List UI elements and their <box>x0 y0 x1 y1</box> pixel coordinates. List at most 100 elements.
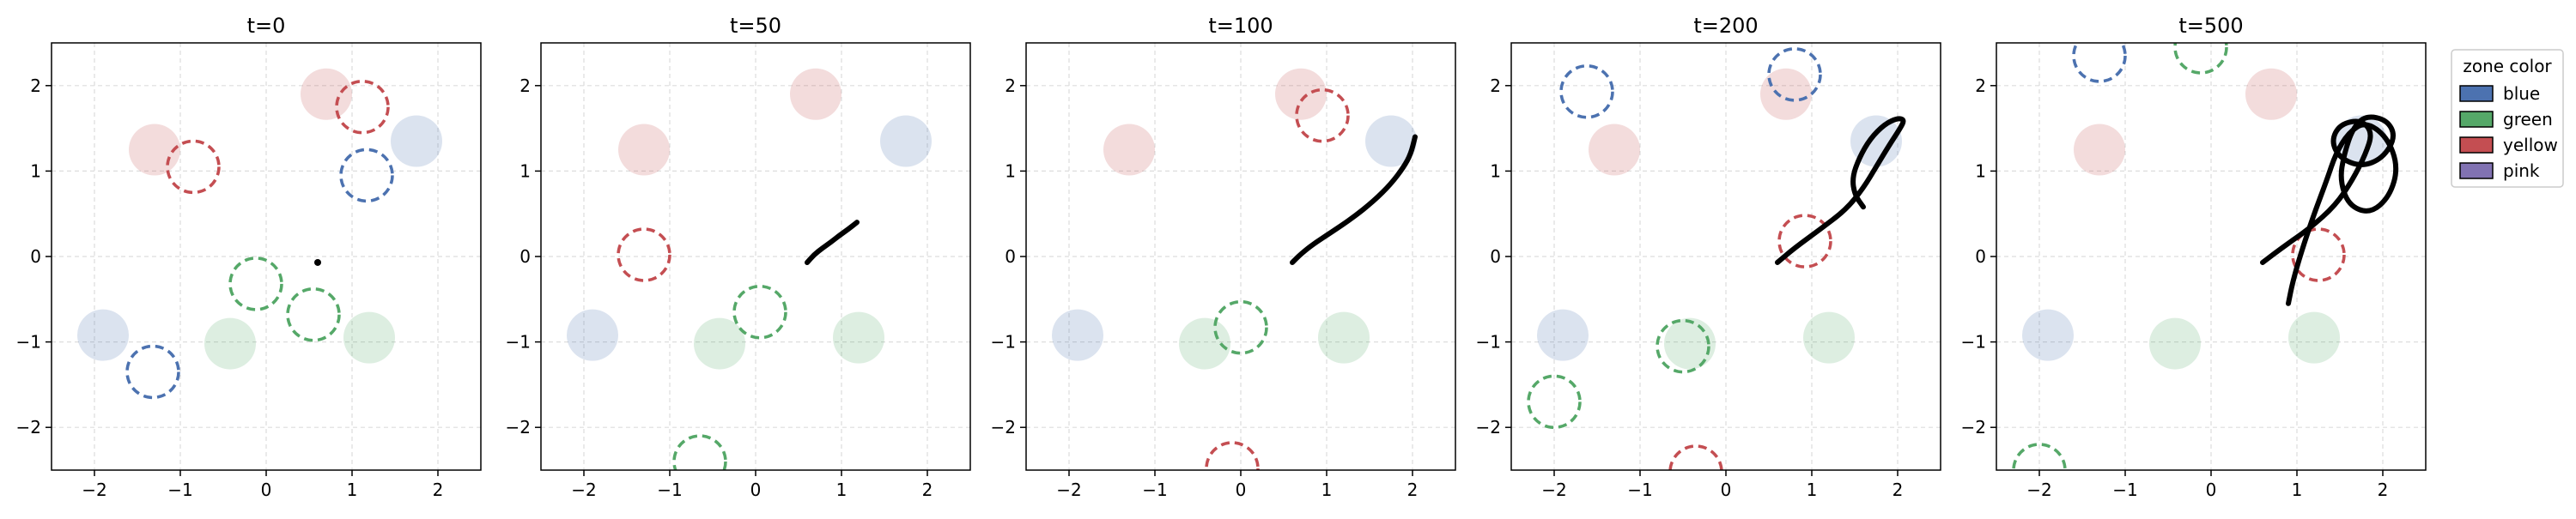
fixed-zone-blue <box>880 115 932 167</box>
fixed-zone-green <box>694 317 745 370</box>
y-tick-label: −2 <box>1476 417 1501 438</box>
panel-0: −2 −1 0 1 2 −2 −1 0 1 2 t=0 <box>16 14 482 500</box>
panel-title: t=500 <box>2178 14 2243 38</box>
legend-title: zone color <box>2463 56 2552 76</box>
moving-zone-green <box>1527 374 1582 430</box>
x-tick-label: −1 <box>657 480 682 500</box>
x-tick-label: 2 <box>1893 480 1904 500</box>
panel-4: −2 −1 0 1 2 −2 −1 0 1 2 t=500 <box>1961 14 2427 500</box>
x-tick-label: 0 <box>1236 480 1247 500</box>
y-tick-label: −1 <box>1961 332 1986 353</box>
fixed-zone-yellow <box>301 68 352 120</box>
y-tick-label: 1 <box>1975 160 1986 181</box>
moving-zone-yellow <box>617 227 671 282</box>
y-tick-label: 0 <box>30 246 41 267</box>
legend-label-yellow: yellow <box>2503 135 2558 155</box>
panel-1: −2 −1 0 1 2 −2 −1 0 1 2 t=50 <box>506 14 971 500</box>
fixed-zone-yellow <box>2245 68 2297 120</box>
fixed-zone-blue <box>567 309 618 361</box>
fixed-zone-blue <box>2022 309 2074 361</box>
y-tick-label: 1 <box>1490 160 1501 181</box>
x-tick-label: 2 <box>1407 480 1419 500</box>
moving-zone-blue <box>2072 43 2127 83</box>
moving-zone-green <box>672 434 727 470</box>
y-tick-label: −1 <box>1476 332 1501 353</box>
moving-zone-green <box>1213 299 1268 355</box>
trajectory-line <box>805 220 860 265</box>
x-tick-label: −1 <box>2112 480 2137 500</box>
x-tick-label: −1 <box>1142 480 1167 500</box>
x-tick-label: 0 <box>2206 480 2217 500</box>
y-tick-label: 0 <box>1490 246 1501 267</box>
y-tick-label: −2 <box>506 417 531 438</box>
moving-zone-green <box>2173 43 2228 75</box>
moving-zone-yellow <box>1295 88 1350 143</box>
moving-zone-yellow <box>1777 214 1832 269</box>
trajectory-point <box>314 258 321 266</box>
y-tick-label: 0 <box>1005 246 1016 267</box>
trajectory-line <box>1290 134 1418 265</box>
moving-zone-blue <box>1767 47 1822 102</box>
x-tick-label: 1 <box>1807 480 1818 500</box>
x-tick-label: 0 <box>750 480 762 500</box>
y-tick-label: 2 <box>1975 75 1986 96</box>
moving-zone-blue <box>339 148 394 203</box>
panel-title: t=200 <box>1693 14 1758 38</box>
fixed-zone-yellow <box>790 68 841 120</box>
x-tick-label: −2 <box>1056 480 1081 500</box>
fixed-zone-green <box>2149 317 2201 370</box>
y-tick-label: 2 <box>1490 75 1501 96</box>
fixed-zone-yellow <box>618 124 670 176</box>
x-tick-label: 2 <box>433 480 444 500</box>
panel-content <box>2012 43 2399 470</box>
x-tick-label: −1 <box>1627 480 1652 500</box>
moving-zone-green <box>286 287 341 342</box>
legend-swatch-yellow <box>2459 136 2494 154</box>
fixed-zone-yellow <box>1275 68 1327 120</box>
panel-content <box>1052 68 1418 470</box>
fixed-zone-blue <box>391 115 442 167</box>
y-tick-label: −2 <box>1961 417 1986 438</box>
panel-2: −2 −1 0 1 2 −2 −1 0 1 2 t=100 <box>991 14 1456 500</box>
legend: zone color blue green yellow pink <box>2451 49 2564 188</box>
panel-content <box>567 68 932 470</box>
y-tick-label: −2 <box>16 417 41 438</box>
moving-zone-green <box>1656 318 1710 374</box>
trajectory-line <box>1775 116 1906 265</box>
fixed-zone-blue <box>1537 309 1589 361</box>
x-tick-label: −2 <box>2026 480 2051 500</box>
fixed-zone-green <box>204 317 256 370</box>
fixed-zone-green <box>1179 317 1230 370</box>
fixed-zone-green <box>343 311 395 364</box>
fixed-zone-green <box>833 311 884 364</box>
trajectory-line <box>2260 114 2399 306</box>
fixed-zone-yellow <box>1760 68 1812 120</box>
y-tick-label: −1 <box>16 332 41 353</box>
x-tick-label: 1 <box>1321 480 1333 500</box>
y-tick-label: −1 <box>991 332 1016 353</box>
y-tick-label: 1 <box>519 160 531 181</box>
x-tick-label: 2 <box>2378 480 2389 500</box>
moving-zone-yellow <box>1668 444 1723 470</box>
moving-zone-green <box>732 284 787 340</box>
panel-title: t=0 <box>247 14 286 38</box>
fixed-zone-green <box>2288 311 2340 364</box>
panel-title: t=50 <box>730 14 781 38</box>
legend-label-blue: blue <box>2503 83 2540 104</box>
moving-zone-yellow <box>2291 227 2346 282</box>
fixed-zone-blue <box>77 309 129 361</box>
moving-zone-yellow <box>166 139 221 195</box>
y-tick-label: 1 <box>1005 160 1016 181</box>
fixed-zone-green <box>1803 311 1855 364</box>
x-tick-label: 1 <box>836 480 848 500</box>
x-tick-label: −2 <box>1541 480 1566 500</box>
x-tick-label: 1 <box>347 480 358 500</box>
y-tick-label: 0 <box>1975 246 1986 267</box>
y-tick-label: 2 <box>519 75 531 96</box>
panel-title: t=100 <box>1208 14 1273 38</box>
x-tick-label: −2 <box>82 480 106 500</box>
panel-content <box>1527 47 1906 470</box>
moving-zone-green <box>228 256 283 311</box>
moving-zone-blue <box>125 344 180 400</box>
